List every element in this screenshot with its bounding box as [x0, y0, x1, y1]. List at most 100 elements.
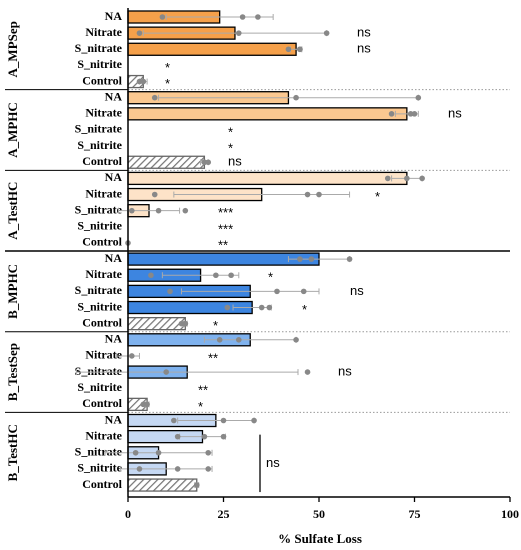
- data-point: [316, 191, 322, 198]
- data-point: [148, 272, 154, 279]
- data-point: [129, 353, 135, 359]
- category-label: Nitrate: [85, 186, 122, 200]
- group-label: A_TestHC: [5, 182, 20, 240]
- category-label: Nitrate: [85, 106, 122, 120]
- data-point: [285, 46, 292, 53]
- significance-label: ns: [448, 105, 462, 120]
- data-point: [182, 207, 189, 214]
- data-point: [216, 337, 223, 343]
- category-label: Control: [82, 154, 122, 168]
- category-label: Control: [82, 235, 122, 249]
- data-point: [274, 288, 280, 295]
- category-label: Nitrate: [85, 428, 122, 442]
- bracket-label: ns: [266, 455, 280, 470]
- data-point: [228, 272, 234, 279]
- data-point: [293, 94, 299, 101]
- data-point: [300, 288, 307, 295]
- group-label: A_MPSep: [5, 21, 20, 77]
- bar: [127, 317, 186, 331]
- significance-label: *: [198, 399, 203, 414]
- significance-label: *: [165, 60, 170, 75]
- data-point: [163, 369, 169, 375]
- data-point: [205, 449, 212, 456]
- significance-label: ns: [338, 364, 352, 379]
- group-label: A_MPHC: [5, 102, 20, 158]
- data-point: [129, 207, 135, 214]
- category-label: Nitrate: [85, 267, 122, 281]
- x-tick-label: 0: [125, 507, 131, 521]
- significance-label: ns: [357, 41, 371, 56]
- data-point: [167, 288, 173, 295]
- data-point: [297, 256, 303, 262]
- data-point: [293, 337, 299, 343]
- category-label: NA: [105, 332, 123, 346]
- category-label: NA: [105, 9, 123, 23]
- significance-label: *: [302, 302, 307, 317]
- data-point: [384, 175, 391, 182]
- x-axis-label: % Sulfate Loss: [278, 531, 362, 546]
- bar: [127, 155, 206, 169]
- group-label: B_TestHC: [5, 424, 20, 481]
- significance-label: *: [213, 318, 218, 333]
- category-label: S_nitrite: [77, 219, 122, 233]
- significance-label: ***: [218, 221, 233, 236]
- data-point: [404, 175, 410, 182]
- significance-label: *: [228, 141, 233, 156]
- bar: [127, 107, 408, 121]
- category-label: Control: [82, 396, 122, 410]
- significance-label: **: [198, 383, 208, 398]
- data-point: [136, 466, 143, 472]
- category-label: S_nitrite: [77, 299, 122, 313]
- data-point: [346, 256, 353, 262]
- bar: [127, 171, 408, 186]
- data-point: [388, 111, 395, 117]
- data-point: [193, 482, 200, 488]
- data-point: [419, 175, 425, 182]
- data-point: [220, 417, 227, 424]
- significance-label: *: [268, 270, 273, 285]
- data-point: [251, 417, 257, 424]
- significance-label: ns: [350, 283, 364, 298]
- category-label: Nitrate: [85, 348, 122, 362]
- data-point: [304, 191, 311, 198]
- data-point: [174, 466, 181, 472]
- category-label: S_nitrite: [77, 461, 122, 475]
- bar: [127, 42, 297, 56]
- data-point: [174, 433, 181, 440]
- data-point: [155, 207, 162, 214]
- data-point: [235, 30, 242, 36]
- data-point: [304, 369, 311, 375]
- data-point: [411, 111, 418, 117]
- data-point: [140, 78, 147, 85]
- category-label: S_nitrate: [75, 283, 123, 297]
- significance-label: *: [228, 124, 233, 139]
- category-label: Control: [82, 477, 122, 491]
- category-label: Control: [82, 73, 122, 87]
- data-point: [266, 304, 273, 311]
- category-label: NA: [105, 170, 123, 184]
- category-label: S_nitrate: [75, 202, 123, 216]
- significance-label: ns: [228, 154, 242, 169]
- data-point: [201, 433, 208, 440]
- data-point: [151, 94, 158, 101]
- category-label: S_nitrate: [75, 445, 123, 459]
- category-label: S_nitrite: [77, 380, 122, 394]
- significance-label: *: [375, 189, 380, 204]
- category-label: S_nitrite: [77, 57, 122, 71]
- data-point: [155, 449, 162, 456]
- category-label: Control: [82, 315, 122, 329]
- data-point: [258, 304, 265, 311]
- data-point: [159, 14, 166, 20]
- data-point: [235, 337, 242, 343]
- data-point: [255, 14, 261, 20]
- data-point: [205, 466, 212, 472]
- category-label: S_nitrate: [75, 122, 123, 136]
- category-label: S_nitrate: [75, 41, 123, 55]
- category-label: NA: [105, 89, 123, 103]
- data-point: [132, 449, 139, 456]
- category-label: NA: [105, 412, 123, 426]
- data-point: [415, 94, 422, 101]
- data-point: [136, 30, 143, 36]
- significance-label: *: [165, 76, 170, 91]
- data-point: [239, 14, 246, 20]
